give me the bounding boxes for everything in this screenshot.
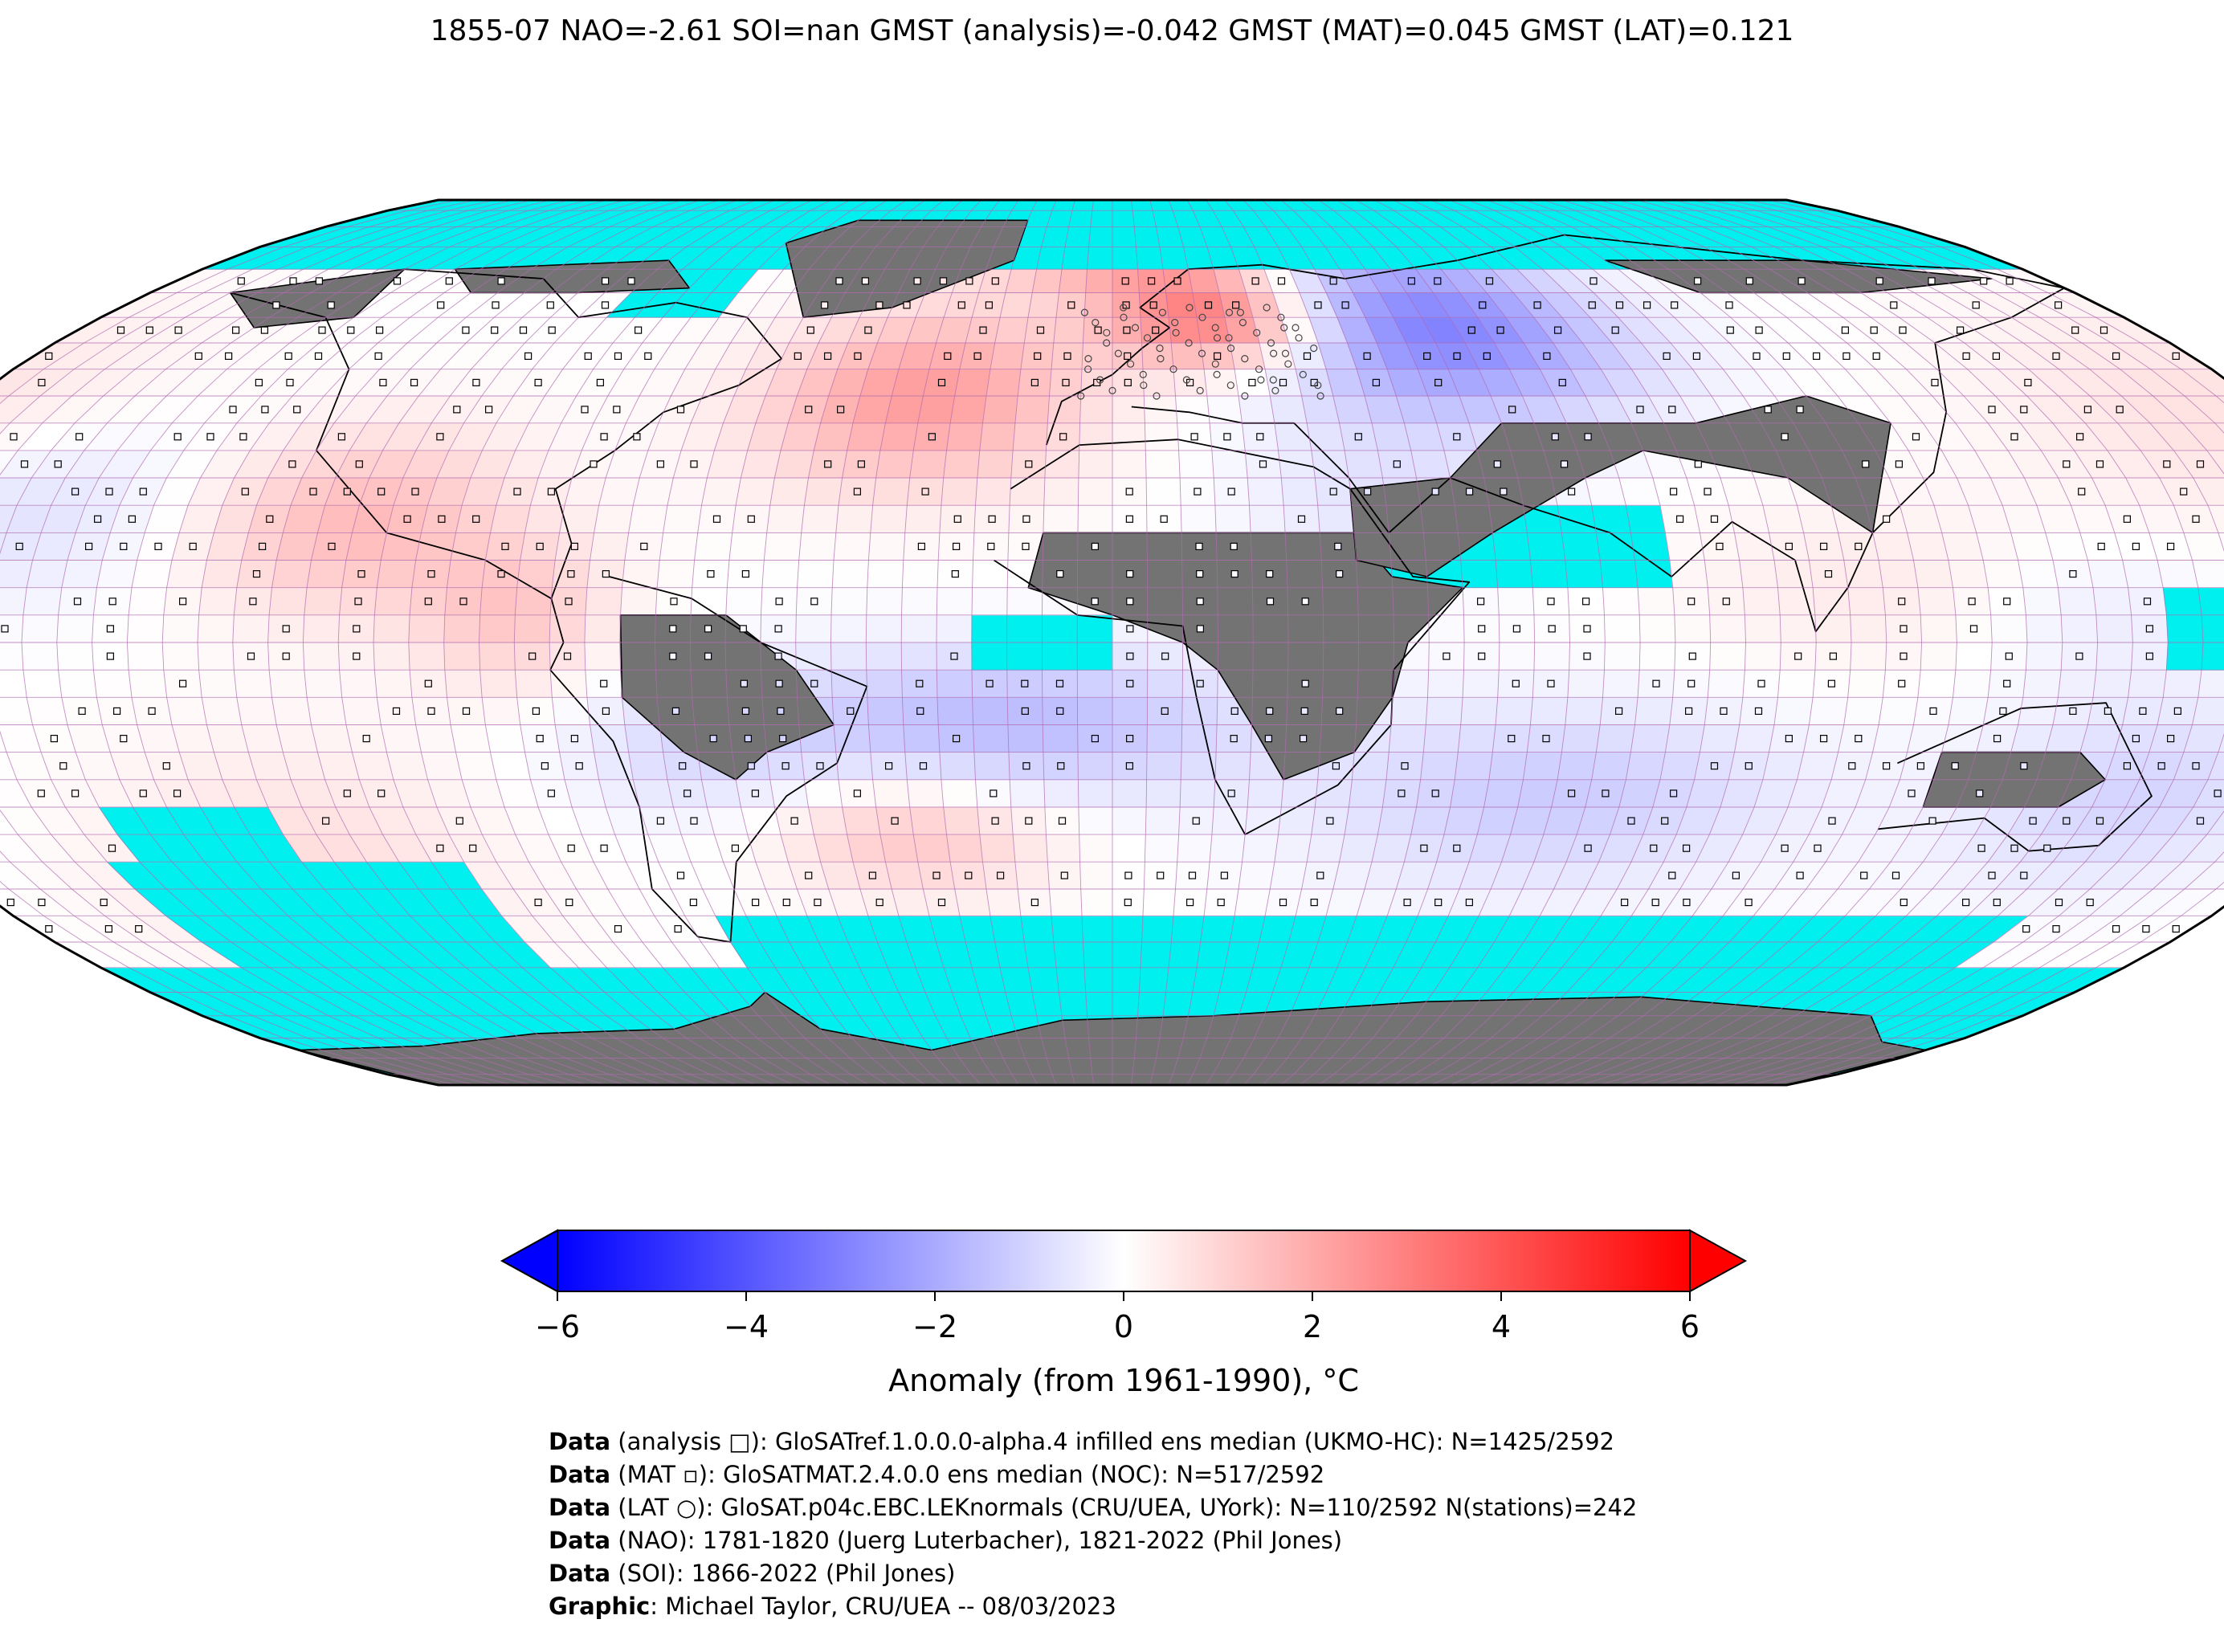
credit-line: Data (MAT ▫): GloSATMAT.2.4.0.0 ens medi… [549,1458,1637,1491]
credit-label: Graphic [549,1593,651,1620]
colorbar-tick-label: −2 [912,1309,957,1344]
data-credits: Data (analysis □): GloSATref.1.0.0.0-alp… [549,1426,1637,1623]
colorbar-ticks: −6 −4 −2 0 2 4 6 [535,1291,1700,1344]
credit-label: Data [549,1428,611,1455]
credit-label: Data [549,1560,611,1587]
colorbar-tick-label: −4 [724,1309,769,1344]
credit-line: Graphic: Michael Taylor, CRU/UEA -- 08/0… [549,1590,1637,1623]
credit-line: Data (SOI): 1866-2022 (Phil Jones) [549,1557,1637,1590]
credit-line: Data (NAO): 1781-1820 (Juerg Luterbacher… [549,1524,1637,1557]
credit-text: (analysis □): GloSATref.1.0.0.0-alpha.4 … [610,1428,1615,1455]
colorbar-tick-label: −6 [535,1309,580,1344]
colorbar-tick-label: 6 [1680,1309,1700,1344]
credit-text: (SOI): 1866-2022 (Phil Jones) [610,1560,956,1587]
colorbar-label: Anomaly (from 1961-1990), °C [888,1363,1359,1398]
credit-text: (NAO): 1781-1820 (Juerg Luterbacher), 18… [610,1527,1343,1554]
colorbar-bar [557,1230,1691,1292]
credit-text: (MAT ▫): GloSATMAT.2.4.0.0 ens median (N… [610,1461,1325,1488]
colorbar-high-extend [1689,1229,1748,1293]
colorbar-low-extend [500,1229,558,1293]
credit-line: Data (analysis □): GloSATref.1.0.0.0-alp… [549,1426,1637,1458]
credit-line: Data (LAT ○): GloSAT.p04c.EBC.LEKnormals… [549,1491,1637,1524]
colorbar-tick-label: 2 [1303,1309,1322,1344]
credit-text: : Michael Taylor, CRU/UEA -- 08/03/2023 [650,1593,1116,1620]
credit-label: Data [549,1527,611,1554]
credit-label: Data [549,1494,611,1521]
colorbar-tick-label: 4 [1492,1309,1511,1344]
credit-label: Data [549,1461,611,1488]
colorbar-tick-label: 0 [1114,1309,1133,1344]
credit-text: (LAT ○): GloSAT.p04c.EBC.LEKnormals (CRU… [610,1494,1638,1521]
world-map [0,198,2224,1087]
map-title: 1855-07 NAO=-2.61 SOI=nan GMST (analysis… [430,14,1794,47]
